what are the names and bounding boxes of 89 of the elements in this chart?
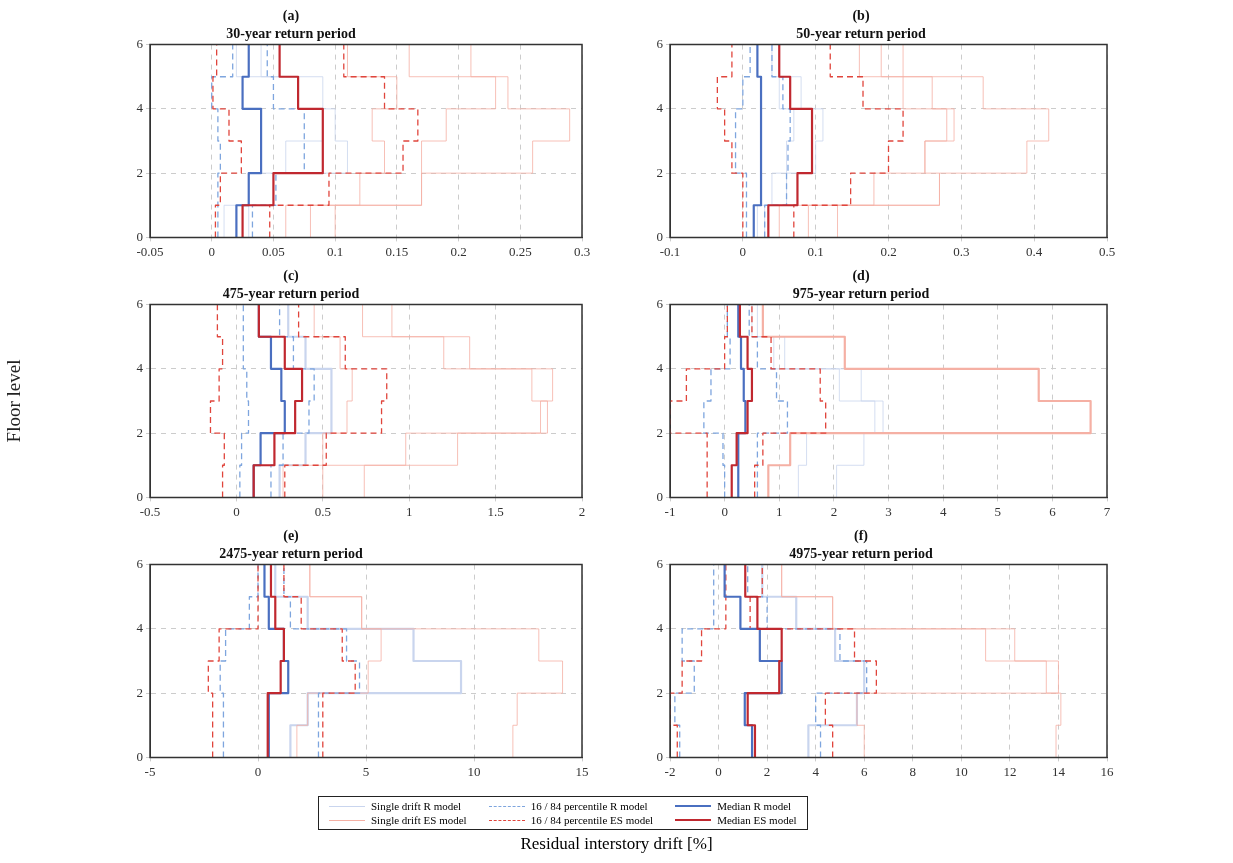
x-tick-label: 14	[1051, 763, 1066, 779]
x-tick-label: 0	[254, 763, 262, 779]
x-tick-label: 0.1	[327, 243, 344, 259]
y-tick-label: 6	[136, 556, 144, 572]
chart-subtitle: 50-year return period	[796, 25, 926, 41]
legend-label: Median ES model	[717, 814, 797, 826]
y-tick-label: 6	[136, 36, 144, 52]
x-tick-label: 3	[885, 503, 892, 519]
legend-label: Single drift ES model	[371, 814, 467, 826]
y-axis-title: Floor level	[3, 359, 25, 443]
x-tick-label: -0.5	[139, 503, 161, 519]
x-tick-label: 15	[575, 763, 589, 779]
x-tick-label: 2	[578, 503, 586, 519]
chart-title: (d)	[852, 268, 870, 285]
x-tick-label: 4	[939, 503, 947, 519]
y-tick-label: 4	[136, 620, 144, 636]
y-tick-label: 0	[136, 228, 143, 244]
y-tick-label: 2	[656, 164, 663, 180]
y-tick-label: 6	[656, 36, 664, 52]
x-tick-label: 4	[812, 763, 820, 779]
legend-label: Median R model	[717, 800, 792, 812]
x-tick-label: -0.05	[136, 243, 164, 259]
chart-subtitle: 4975-year return period	[789, 545, 933, 561]
x-tick-label: 0	[715, 763, 722, 779]
chart-subtitle: 2475-year return period	[219, 545, 363, 561]
x-tick-label: 12	[1003, 763, 1017, 779]
x-tick-label: 5	[362, 763, 370, 779]
chart-title: (e)	[283, 528, 300, 545]
x-tick-label: 1	[776, 503, 783, 519]
y-tick-label: 0	[136, 748, 143, 764]
y-tick-label: 4	[656, 620, 664, 636]
y-tick-label: 0	[656, 228, 663, 244]
x-tick-label: 5	[994, 503, 1001, 519]
y-tick-label: 2	[656, 684, 663, 700]
chart-subtitle: 975-year return period	[792, 285, 930, 301]
y-tick-label: 4	[656, 360, 664, 376]
x-tick-label: 0.4	[1026, 243, 1043, 259]
y-tick-label: 0	[656, 748, 663, 764]
x-tick-label: 0.25	[508, 243, 532, 259]
y-tick-label: 4	[136, 360, 144, 376]
x-tick-label: -0.1	[659, 243, 681, 259]
x-tick-label: 2	[830, 503, 838, 519]
y-tick-label: 6	[136, 296, 144, 312]
x-tick-label: 8	[909, 763, 917, 779]
y-tick-label: 4	[136, 100, 144, 116]
x-tick-label: 0.5	[314, 503, 331, 519]
chart-subtitle: 30-year return period	[226, 25, 356, 41]
x-tick-label: 0.05	[262, 243, 285, 259]
chart-title: (a)	[282, 8, 300, 25]
y-tick-label: 2	[136, 684, 143, 700]
x-tick-label: 6	[860, 763, 868, 779]
x-tick-label: 1.5	[487, 503, 504, 519]
y-tick-label: 0	[136, 488, 143, 504]
x-tick-label: 0	[721, 503, 728, 519]
x-tick-label: 0.2	[450, 243, 467, 259]
y-tick-label: 6	[656, 296, 664, 312]
y-tick-label: 6	[656, 556, 664, 572]
x-tick-label: 0.15	[385, 243, 409, 259]
x-tick-label: 10	[954, 763, 968, 779]
y-tick-label: 2	[136, 424, 143, 440]
x-tick-label: 6	[1049, 503, 1057, 519]
x-tick-label: 0	[739, 243, 747, 259]
x-tick-label: 0.1	[807, 243, 824, 259]
x-axis-title: Residual interstory drift [%]	[519, 834, 714, 854]
legend-label: Single drift R model	[371, 800, 462, 812]
x-tick-label: 0.3	[953, 243, 970, 259]
chart-subtitle: 475-year return period	[222, 285, 360, 301]
x-tick-label: 7	[1103, 503, 1111, 519]
x-tick-label: 0.3	[573, 243, 591, 259]
y-tick-label: 4	[656, 100, 664, 116]
chart-title: (b)	[852, 8, 870, 25]
legend-label: 16 / 84 percentile R model	[530, 800, 648, 812]
x-tick-label: -2	[664, 763, 676, 779]
x-tick-label: 0.5	[1098, 243, 1116, 259]
x-tick-label: 0	[208, 243, 215, 259]
x-tick-label: 0.2	[880, 243, 897, 259]
chart-title: (f)	[854, 528, 869, 545]
x-tick-label: 1	[405, 503, 413, 519]
x-tick-label: 0	[233, 503, 240, 519]
x-tick-label: 2	[763, 763, 771, 779]
x-tick-label: -5	[144, 763, 156, 779]
x-tick-label: -1	[664, 503, 676, 519]
y-tick-label: 2	[136, 164, 143, 180]
y-tick-label: 2	[656, 424, 663, 440]
x-tick-label: 16	[1100, 763, 1114, 779]
y-tick-label: 0	[656, 488, 663, 504]
chart-title: (c)	[283, 268, 300, 285]
x-tick-label: 10	[467, 763, 481, 779]
legend-label: 16 / 84 percentile ES model	[530, 814, 654, 826]
